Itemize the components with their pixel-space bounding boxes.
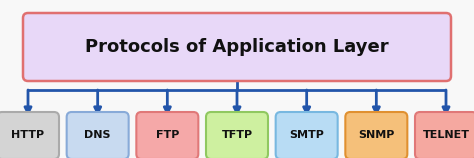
FancyBboxPatch shape xyxy=(276,112,337,158)
FancyBboxPatch shape xyxy=(67,112,128,158)
Text: TELNET: TELNET xyxy=(422,131,470,140)
Text: TFTP: TFTP xyxy=(221,131,253,140)
FancyBboxPatch shape xyxy=(0,112,59,158)
Text: FTP: FTP xyxy=(155,131,179,140)
Text: SMTP: SMTP xyxy=(289,131,324,140)
Text: SNMP: SNMP xyxy=(358,131,394,140)
FancyBboxPatch shape xyxy=(206,112,268,158)
FancyBboxPatch shape xyxy=(415,112,474,158)
Text: HTTP: HTTP xyxy=(11,131,45,140)
FancyBboxPatch shape xyxy=(346,112,407,158)
Text: DNS: DNS xyxy=(84,131,111,140)
Text: Protocols of Application Layer: Protocols of Application Layer xyxy=(85,38,389,56)
FancyBboxPatch shape xyxy=(137,112,198,158)
FancyBboxPatch shape xyxy=(23,13,451,81)
